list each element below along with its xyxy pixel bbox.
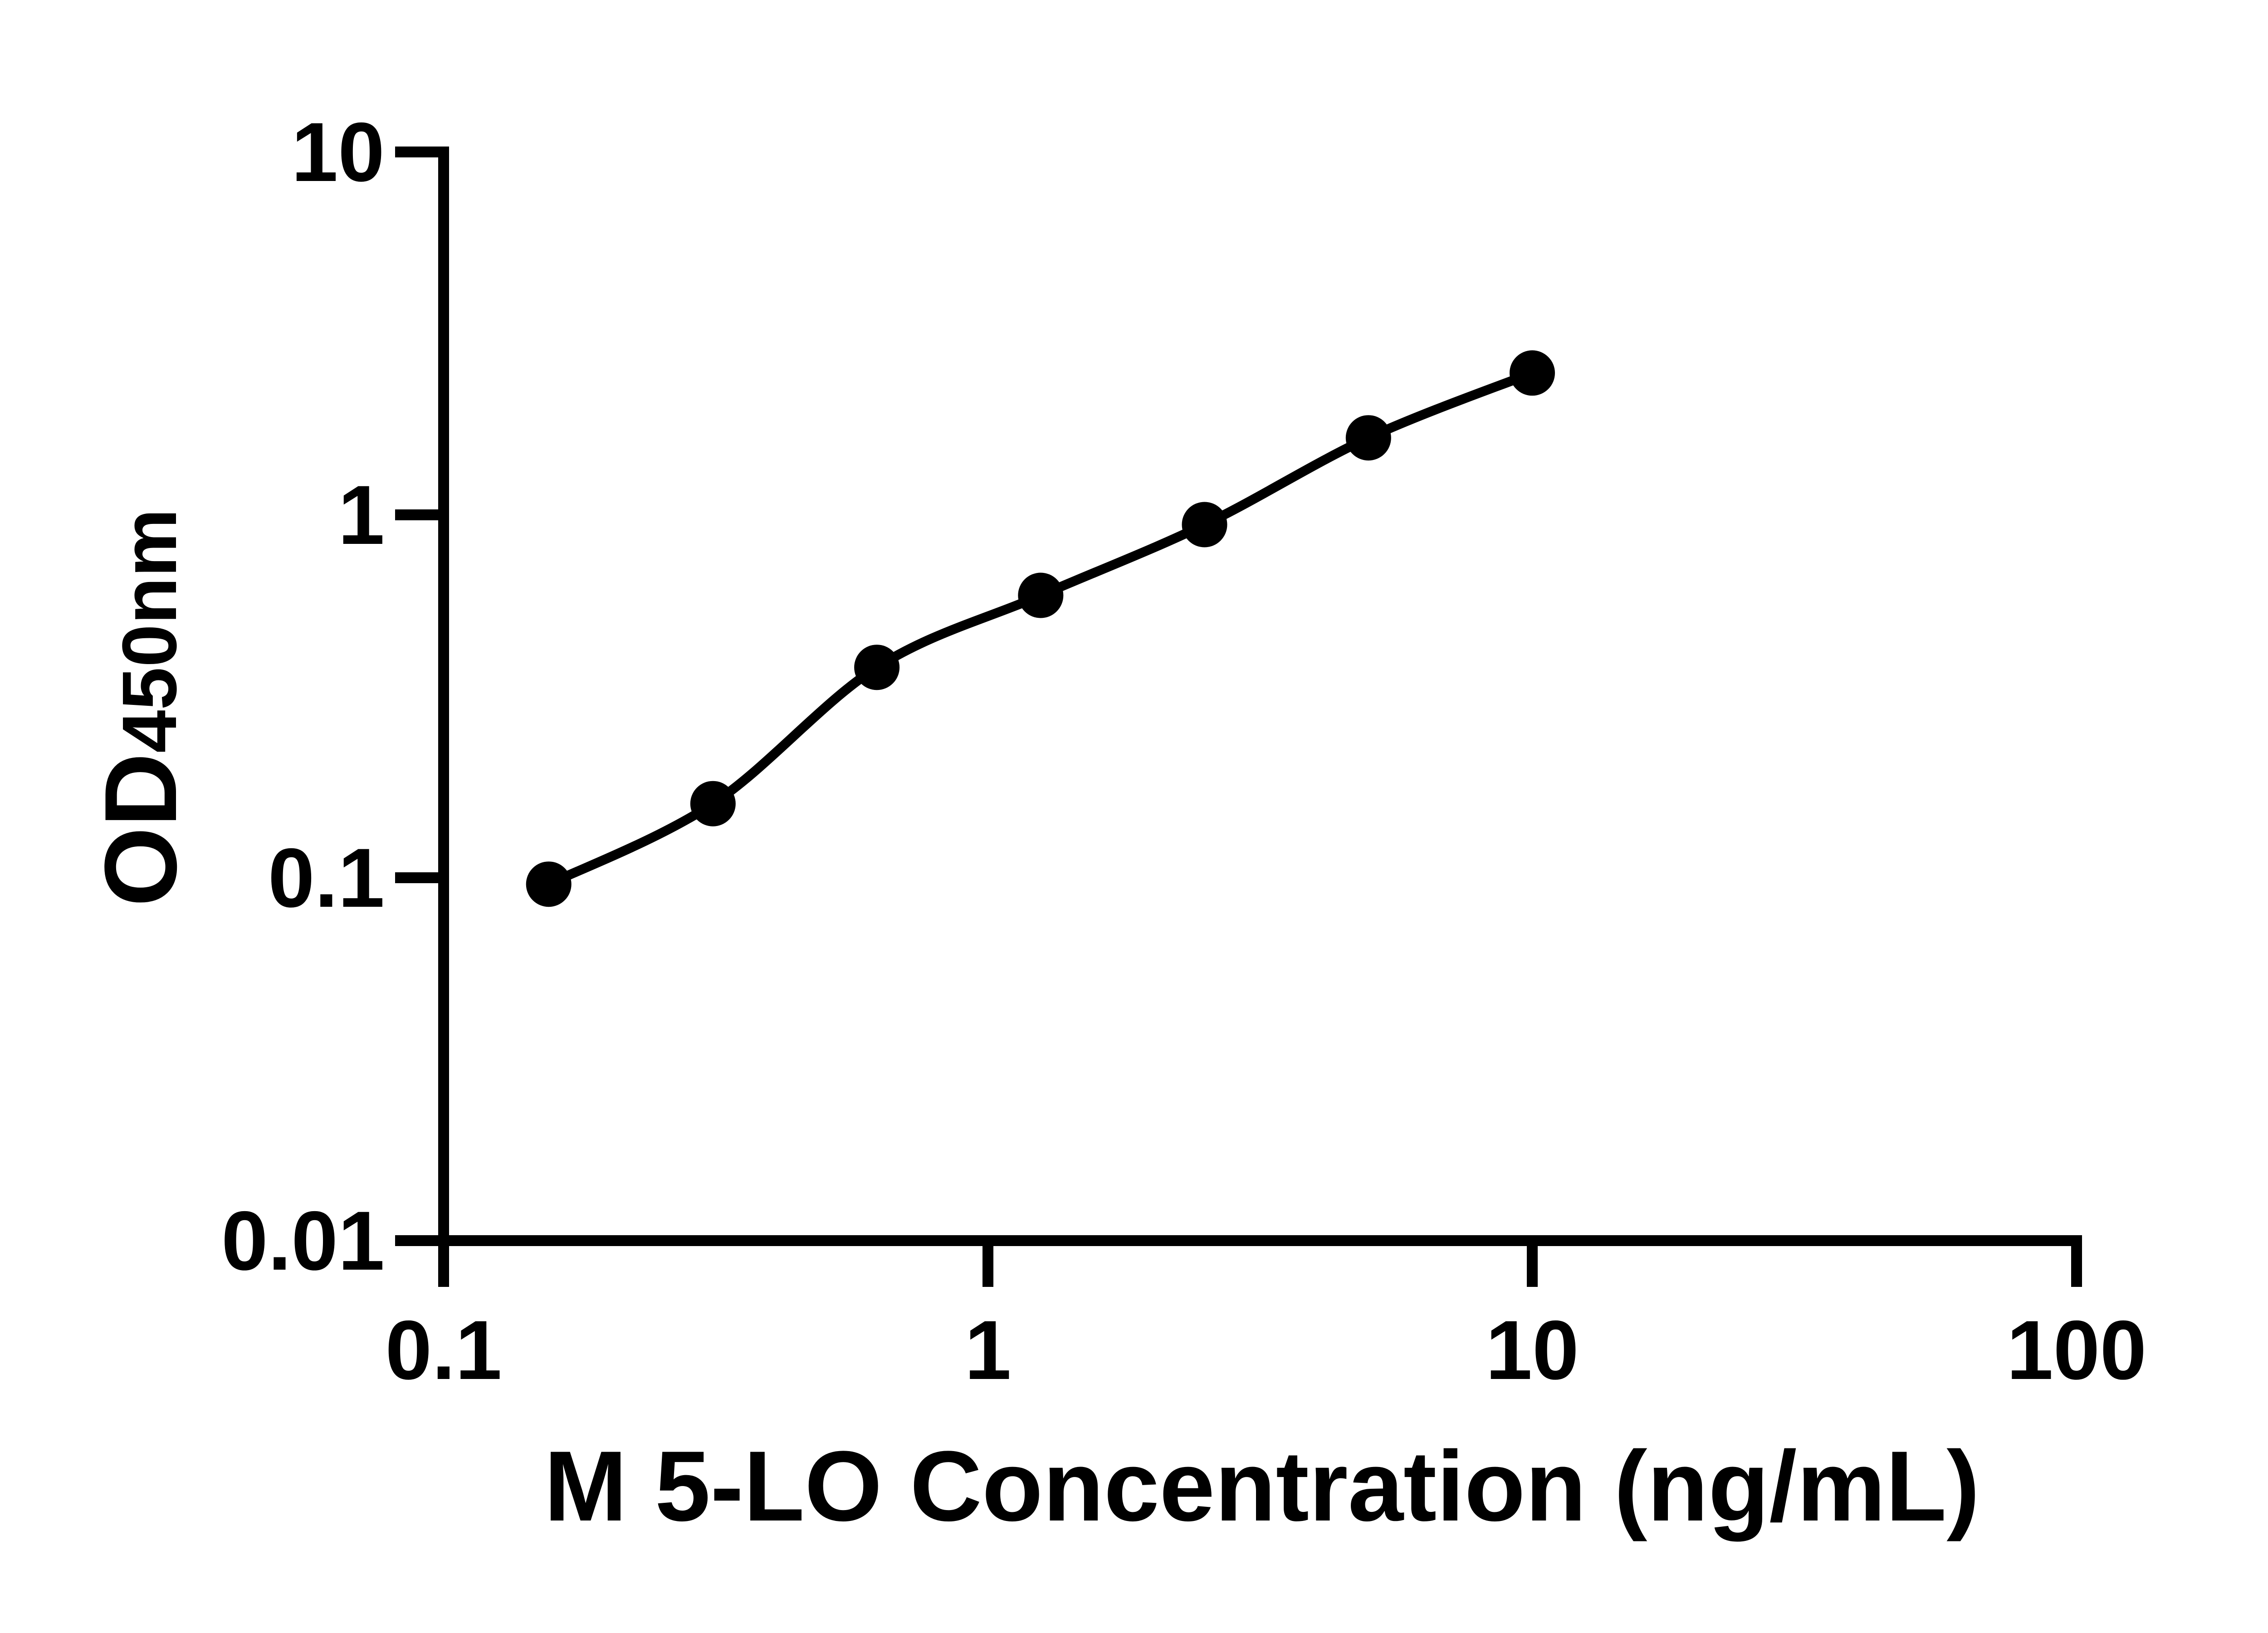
y-tick-label: 0.01 bbox=[221, 1194, 385, 1288]
data-point-marker bbox=[1345, 415, 1391, 461]
x-tick-label: 10 bbox=[1486, 1304, 1579, 1397]
x-axis-title: M 5-LO Concentration (ng/mL) bbox=[544, 1430, 1980, 1542]
data-point-marker bbox=[1018, 572, 1064, 618]
y-axis-title-base: OD bbox=[83, 753, 198, 907]
data-point-marker bbox=[854, 645, 900, 690]
axes bbox=[438, 147, 2082, 1246]
data-point-marker bbox=[690, 781, 736, 826]
y-axis-title: OD450nm bbox=[83, 508, 198, 907]
x-tick-label: 0.1 bbox=[385, 1304, 502, 1397]
x-tick-label: 1 bbox=[965, 1304, 1012, 1397]
data-point-marker bbox=[526, 861, 572, 907]
axis-ticks bbox=[395, 147, 2082, 1287]
data-series bbox=[526, 350, 1555, 907]
data-point-marker bbox=[1510, 350, 1555, 396]
y-tick-label: 10 bbox=[291, 106, 385, 199]
y-tick-label: 1 bbox=[338, 469, 385, 562]
y-axis-title-subscript: 450nm bbox=[107, 508, 193, 753]
data-point-marker bbox=[1182, 502, 1227, 548]
y-tick-label: 0.1 bbox=[268, 831, 385, 925]
x-tick-label: 100 bbox=[2007, 1304, 2147, 1397]
